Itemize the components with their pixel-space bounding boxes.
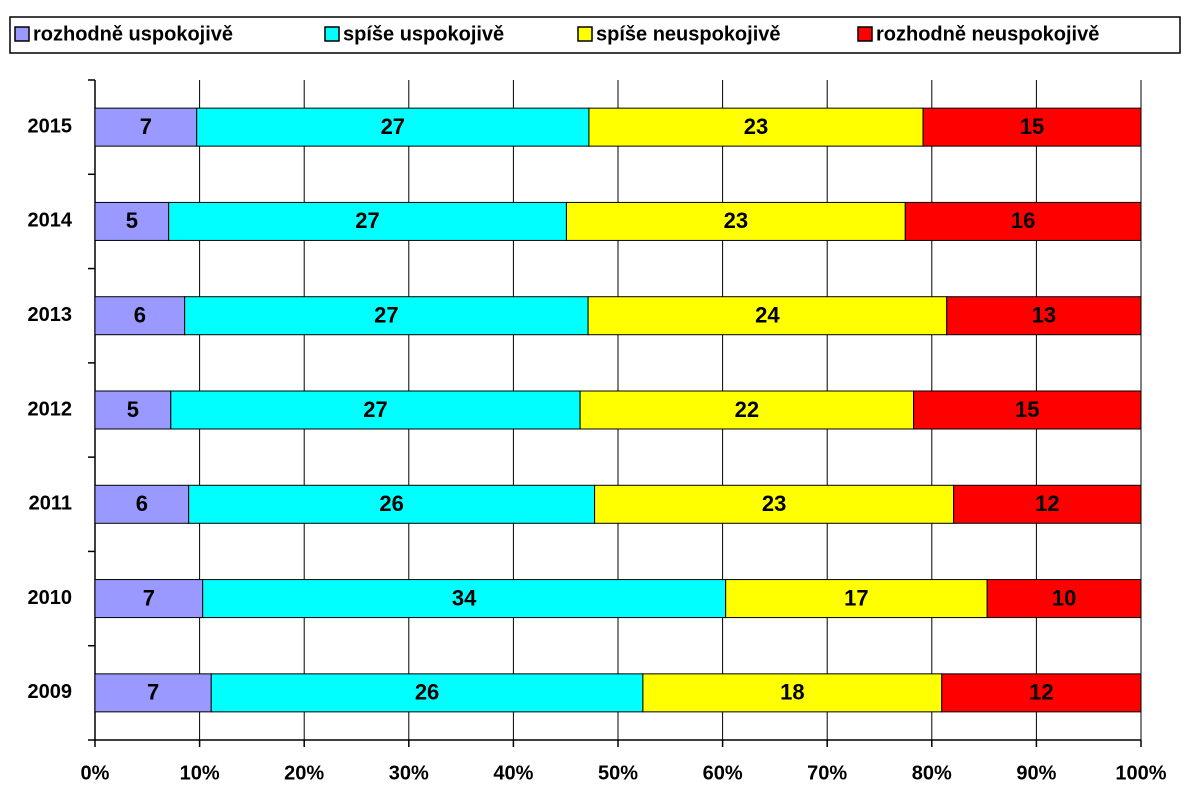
data-label: 34 — [452, 585, 477, 610]
bar-segment — [941, 673, 1142, 713]
legend-marker — [857, 26, 873, 42]
data-label: 12 — [1035, 491, 1059, 516]
y-tick-label: 2009 — [28, 681, 73, 703]
data-label: 27 — [363, 397, 387, 422]
x-tick-label: 40% — [493, 762, 533, 784]
data-label: 7 — [140, 114, 152, 139]
bar-segment — [946, 296, 1142, 336]
data-label: 15 — [1020, 114, 1044, 139]
y-tick-label: 2010 — [28, 587, 73, 609]
data-label: 26 — [415, 680, 439, 705]
bar-segment — [587, 296, 948, 336]
data-label: 18 — [780, 680, 804, 705]
bar-segment — [94, 296, 186, 336]
data-label: 23 — [744, 114, 768, 139]
legend-label: rozhodně neuspokojivě — [876, 23, 1099, 45]
x-tick-label: 100% — [1115, 762, 1166, 784]
data-label: 6 — [134, 303, 146, 328]
data-label: 27 — [381, 114, 405, 139]
bar-segment — [94, 107, 198, 147]
legend-label: spíše neuspokojivě — [596, 23, 781, 45]
legend-box — [9, 16, 1181, 54]
bar-segment — [904, 201, 1142, 241]
data-label: 15 — [1015, 397, 1039, 422]
data-label: 13 — [1032, 303, 1056, 328]
data-label: 17 — [844, 585, 868, 610]
data-label: 7 — [147, 680, 159, 705]
y-tick-label: 2013 — [28, 304, 73, 326]
legend-marker — [324, 26, 340, 42]
y-tick-label: 2015 — [28, 115, 73, 137]
data-label: 22 — [735, 397, 759, 422]
bar-segment — [94, 201, 170, 241]
legend-marker — [14, 26, 30, 42]
bar-segment — [202, 579, 727, 619]
data-label: 23 — [724, 208, 748, 233]
bar-segment — [168, 201, 567, 241]
bar-segment — [210, 673, 644, 713]
bar-segment — [196, 107, 590, 147]
data-label: 7 — [143, 585, 155, 610]
x-tick-label: 60% — [703, 762, 743, 784]
bar-segment — [953, 484, 1142, 524]
x-tick-label: 10% — [180, 762, 220, 784]
y-tick-label: 2014 — [28, 210, 73, 232]
data-label: 23 — [762, 491, 786, 516]
data-label: 12 — [1029, 680, 1053, 705]
bar-segment — [565, 201, 906, 241]
data-label: 5 — [126, 208, 138, 233]
bar-segment — [170, 390, 581, 430]
data-label: 16 — [1011, 208, 1035, 233]
legend-label: spíše uspokojivě — [343, 23, 504, 45]
bar-segment — [725, 579, 988, 619]
bar-segment — [913, 390, 1142, 430]
x-tick-label: 80% — [912, 762, 952, 784]
legend-label: rozhodně uspokojivě — [33, 23, 233, 45]
x-tick-label: 20% — [284, 762, 324, 784]
bar-segment — [579, 390, 915, 430]
bar-segment — [188, 484, 596, 524]
x-tick-label: 30% — [389, 762, 429, 784]
data-label: 10 — [1052, 585, 1076, 610]
bar-segment — [986, 579, 1142, 619]
x-tick-label: 0% — [81, 762, 110, 784]
data-label: 24 — [755, 303, 780, 328]
data-label: 26 — [379, 491, 403, 516]
legend-marker — [577, 26, 593, 42]
data-label: 6 — [136, 491, 148, 516]
y-tick-label: 2012 — [28, 398, 73, 420]
bar-segment — [94, 484, 190, 524]
y-tick-label: 2011 — [29, 493, 72, 515]
x-tick-label: 90% — [1016, 762, 1056, 784]
x-tick-label: 50% — [598, 762, 638, 784]
bar-segment — [594, 484, 955, 524]
bar-segment — [922, 107, 1142, 147]
x-tick-label: 70% — [807, 762, 847, 784]
bar-segment — [184, 296, 589, 336]
data-label: 27 — [355, 208, 379, 233]
bar-segment — [588, 107, 924, 147]
data-label: 27 — [374, 303, 398, 328]
data-label: 5 — [127, 397, 139, 422]
